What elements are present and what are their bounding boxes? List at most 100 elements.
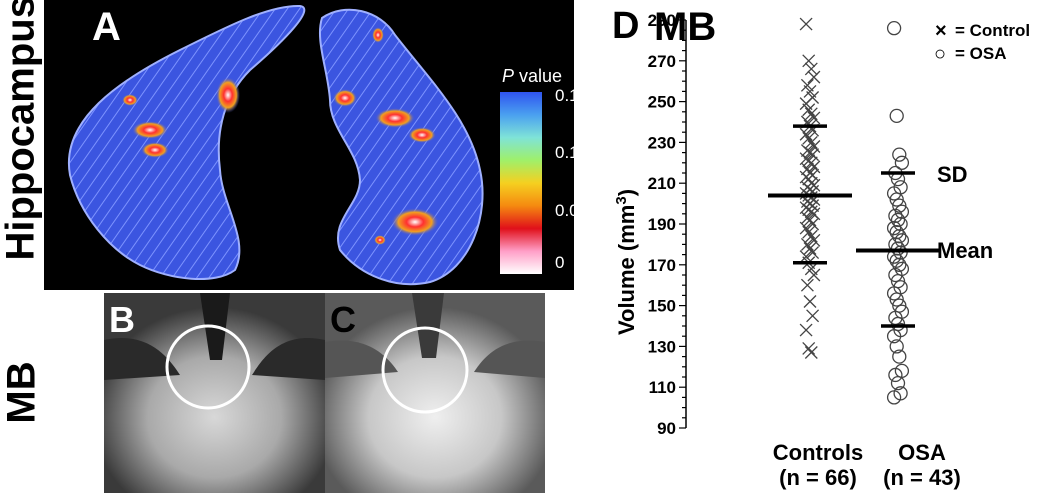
osa-data-point (888, 367, 903, 383)
control-data-point (802, 103, 816, 117)
control-data-point (804, 62, 818, 76)
row-label-mb: MB (0, 361, 44, 424)
osa-data-point (886, 21, 902, 36)
hotspot (375, 108, 415, 128)
osa-data-point (894, 155, 910, 170)
hotspot (132, 121, 168, 139)
osa-data-point (886, 186, 902, 201)
control-data-point (802, 131, 816, 145)
hotspot (216, 77, 240, 113)
legend: × = Control ○ = OSA (934, 20, 1030, 65)
osa-data-point (890, 212, 906, 228)
control-data-point (806, 246, 820, 260)
panel-a: A P value 0.15 0.1 0.05 0 (44, 0, 588, 290)
hotspot (122, 94, 138, 106)
axes: 90 110 130 150 170 190 210 230 250 270 290 (648, 11, 687, 438)
osa-data-point (886, 286, 902, 301)
row-label-hippocampus: Hippocampus (0, 0, 43, 261)
category-label-line: (n = 66) (779, 465, 857, 490)
colorbar-tick: 0.05 (555, 201, 588, 220)
mb-roi-circle (381, 326, 469, 414)
panel-a-label: A (92, 5, 121, 49)
control-data-point (806, 148, 820, 162)
control-data-point (803, 295, 817, 308)
colorbar-tick: 0.15 (555, 86, 588, 105)
osa-data-point (886, 220, 902, 236)
control-data-point (804, 346, 818, 359)
control-data-point (803, 242, 817, 255)
category-label-osa: OSA (n = 43) (883, 440, 961, 490)
control-data-point (804, 229, 818, 243)
mb-roi-circle (165, 324, 251, 410)
osa-data-point (892, 257, 907, 272)
chart-title: MB (654, 5, 716, 49)
y-tick-label: 110 (649, 378, 676, 397)
colorbar-gradient (500, 92, 542, 274)
mri-dark-structure (252, 338, 325, 380)
control-data-point (804, 107, 818, 121)
category-label-line: OSA (898, 440, 946, 465)
osa-data-point (892, 349, 907, 364)
osa-data-point (889, 339, 904, 354)
osa-data-point (886, 390, 902, 405)
data-marks (768, 17, 940, 405)
control-data-point (799, 323, 813, 337)
osa-data-point (889, 192, 904, 207)
y-axis-label: Volume (mm3) (613, 189, 639, 335)
y-tick-label: 90 (657, 419, 676, 438)
control-data-point (807, 233, 821, 247)
y-tick-label: 250 (648, 93, 676, 112)
control-data-point (802, 54, 816, 68)
hotspot (372, 27, 384, 43)
colorbar-tick: 0 (555, 253, 564, 272)
y-tick-label: 170 (648, 256, 676, 275)
right-hippocampus-surface (318, 8, 484, 286)
y-tick-label: 150 (648, 297, 676, 316)
mri-dark-structure (104, 338, 180, 380)
osa-data-point (889, 292, 904, 307)
category-label-line: (n = 43) (883, 465, 961, 490)
control-data-point (807, 140, 821, 153)
y-tick-label: 130 (648, 337, 676, 356)
y-tick-label: 190 (648, 215, 676, 234)
legend-marker-osa: ○ (934, 43, 946, 65)
y-tick-label: 230 (648, 133, 676, 152)
control-data-point (800, 278, 814, 292)
category-label-line: Controls (773, 440, 863, 465)
mri-dark-structure (412, 293, 444, 358)
control-data-point (806, 217, 820, 231)
y-tick-label: 270 (648, 52, 676, 71)
hotspot (374, 235, 386, 245)
control-data-point (806, 309, 820, 323)
panel-d: D MB Volume (mm3) 90 110 130 150 170 190 210 23… (612, 5, 1030, 490)
control-data-point (807, 111, 821, 125)
osa-data-point (889, 108, 904, 124)
control-data-point (803, 213, 817, 227)
colorbar-tick: 0.1 (555, 143, 579, 162)
mean-annotation: Mean (937, 238, 993, 263)
control-data-point (799, 221, 813, 235)
control-data-point (800, 237, 814, 251)
legend-label-osa: = OSA (955, 44, 1007, 63)
hotspot (141, 142, 169, 158)
mri-dark-structure (474, 340, 545, 378)
osa-data-point (892, 147, 907, 162)
control-data-point (799, 127, 813, 141)
control-data-point (802, 341, 816, 355)
hotspot (408, 127, 436, 143)
control-data-point (799, 17, 813, 31)
osa-data-point (889, 253, 904, 268)
y-tick-label: 210 (648, 174, 676, 193)
p-value-colorbar: P value 0.15 0.1 0.05 0 (500, 66, 588, 274)
legend-label-control: = Control (955, 21, 1030, 40)
control-data-point (807, 70, 821, 84)
osa-data-point (890, 241, 906, 256)
category-label-controls: Controls (n = 66) (773, 440, 863, 490)
legend-marker-control: × (935, 20, 947, 42)
hotspot (333, 89, 357, 107)
panel-b: B (104, 293, 325, 493)
colorbar-title: P value (502, 66, 562, 86)
control-data-point (802, 225, 816, 239)
osa-data-point (890, 375, 906, 391)
